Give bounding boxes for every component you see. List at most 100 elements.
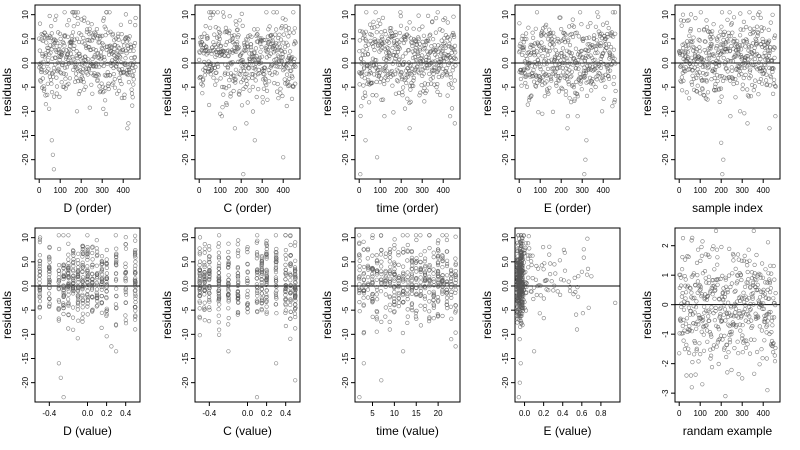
data-point: [245, 276, 250, 281]
data-point: [427, 316, 432, 321]
data-point: [386, 40, 392, 45]
data-point: [737, 109, 743, 114]
data-point: [74, 75, 79, 80]
data-point: [47, 296, 52, 301]
data-point: [264, 277, 269, 282]
data-point: [401, 272, 406, 277]
data-point: [427, 233, 432, 238]
y-tick-label: -2: [661, 360, 670, 368]
data-point: [772, 353, 777, 358]
data-point: [75, 307, 80, 312]
data-point: [680, 236, 686, 241]
data-point: [572, 97, 577, 102]
data-point: [69, 33, 74, 39]
data-point: [424, 57, 429, 63]
data-point: [370, 80, 375, 85]
data-point: [370, 265, 375, 271]
data-point: [37, 258, 43, 263]
data-point: [439, 58, 444, 63]
data-point: [235, 266, 240, 271]
data-point: [687, 324, 692, 329]
data-point: [440, 291, 445, 296]
data-point: [742, 284, 748, 290]
data-point: [571, 56, 576, 61]
data-point: [519, 52, 525, 58]
data-point: [536, 43, 541, 48]
data-point: [453, 287, 458, 292]
data-point: [732, 38, 737, 44]
data-point: [361, 83, 366, 88]
data-point: [87, 26, 92, 32]
data-point: [75, 261, 81, 266]
data-point: [431, 279, 437, 284]
data-point: [283, 296, 289, 302]
data-point: [253, 65, 258, 70]
data-point: [574, 30, 579, 35]
y-tick-label: -5: [21, 83, 30, 91]
data-point: [576, 58, 581, 63]
data-point: [223, 62, 228, 68]
x-tick-label: -0.4: [202, 409, 216, 418]
data-point: [757, 362, 762, 367]
data-point: [613, 300, 618, 306]
data-point: [556, 89, 562, 94]
data-point: [385, 45, 390, 50]
data-point: [290, 75, 295, 80]
data-point: [265, 97, 270, 102]
data-point: [360, 48, 365, 53]
data-point: [547, 27, 552, 32]
data-point: [524, 84, 530, 89]
data-point: [236, 33, 241, 38]
data-point: [122, 62, 127, 67]
data-point: [46, 66, 51, 71]
data-point: [122, 95, 127, 100]
data-point: [679, 23, 684, 28]
data-point: [205, 48, 210, 53]
data-point: [718, 305, 723, 310]
data-point: [551, 30, 556, 35]
data-point: [578, 49, 584, 54]
data-point: [566, 37, 571, 42]
data-point: [59, 63, 65, 68]
data-point: [585, 63, 590, 69]
data-point: [610, 10, 616, 15]
data-point: [451, 14, 456, 19]
data-point: [49, 138, 54, 143]
data-point: [392, 246, 397, 251]
data-point: [580, 62, 585, 67]
data-point: [449, 292, 454, 297]
data-point: [688, 38, 693, 44]
data-point: [123, 264, 128, 270]
data-point: [741, 75, 746, 81]
data-point: [374, 58, 379, 63]
data-point: [440, 284, 445, 289]
data-point: [257, 59, 262, 65]
data-point: [226, 249, 231, 255]
data-point: [721, 32, 727, 37]
data-point: [722, 333, 727, 339]
data-point: [745, 342, 750, 347]
data-point: [284, 61, 289, 67]
data-point: [96, 33, 101, 39]
data-point: [728, 284, 733, 290]
data-point: [132, 43, 137, 49]
data-point: [570, 17, 575, 22]
data-point: [366, 77, 371, 83]
data-point: [382, 28, 388, 34]
y-tick-label: 0.0: [341, 57, 350, 69]
data-point: [714, 247, 720, 252]
data-point: [71, 249, 76, 254]
data-point: [435, 314, 441, 319]
data-point: [380, 36, 385, 42]
data-point: [517, 337, 522, 342]
data-point: [201, 51, 206, 56]
y-tick-label: 0.0: [341, 280, 350, 292]
data-point: [422, 284, 427, 289]
y-axis-title: residuals: [640, 68, 654, 116]
data-point: [453, 308, 458, 313]
data-point: [678, 78, 683, 83]
data-point: [39, 69, 44, 75]
data-point: [540, 111, 545, 116]
data-point: [698, 76, 704, 81]
